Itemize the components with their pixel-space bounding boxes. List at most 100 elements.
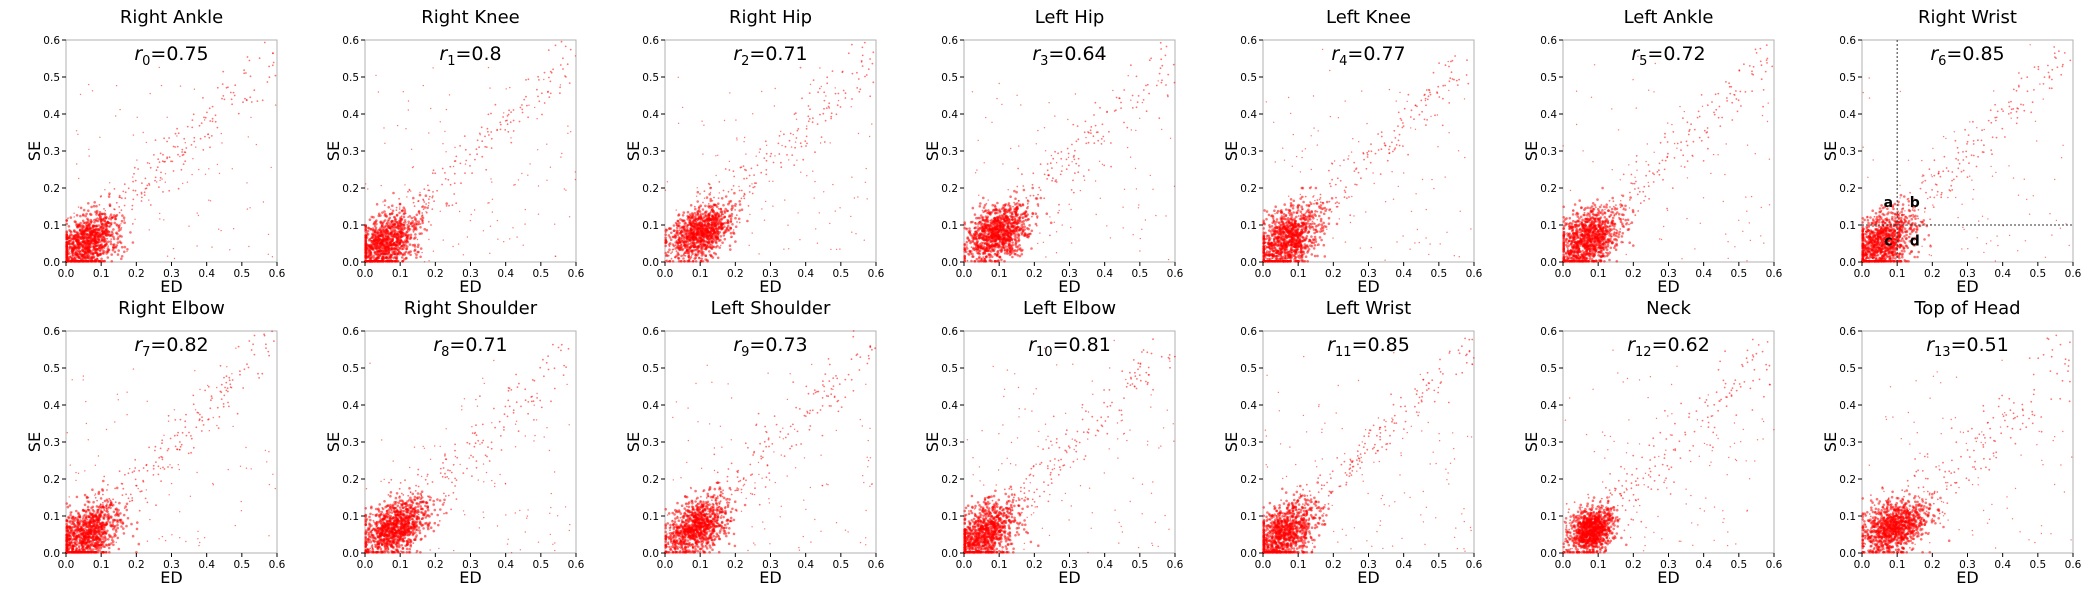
scatter-point (844, 97, 847, 99)
scatter-point (90, 232, 94, 236)
scatter-point (704, 248, 708, 251)
scatter-point (72, 230, 76, 233)
scatter-point (408, 189, 411, 191)
scatter-point (548, 96, 551, 98)
scatter-point (398, 241, 402, 245)
scatter-point (780, 130, 782, 133)
scatter-point (1010, 147, 1012, 150)
scatter-point (508, 109, 510, 112)
scatter-point (394, 260, 398, 263)
scatter-point (387, 241, 390, 244)
scatter-point (1037, 129, 1039, 132)
scatter-point (718, 192, 720, 194)
scatter-point (395, 213, 399, 217)
scatter-point (377, 260, 381, 263)
scatter-point (707, 217, 710, 221)
scatter-point (837, 92, 840, 95)
scatter-point (427, 202, 430, 204)
scatter-point (109, 240, 112, 243)
scatter-point (753, 174, 755, 177)
scatter-point (156, 181, 158, 183)
scatter-point (120, 223, 122, 225)
scatter-point (129, 231, 132, 234)
scatter-point (131, 208, 134, 211)
scatter-point (973, 213, 977, 216)
scatter-point (759, 148, 762, 151)
scatter-point (528, 104, 530, 106)
scatter-point (185, 147, 188, 149)
scatter-point (464, 148, 467, 151)
scatter-point (1139, 237, 1142, 240)
scatter-point (1118, 97, 1121, 99)
scatter-point (705, 244, 708, 247)
scatter-point (412, 196, 415, 200)
scatter-point (704, 220, 707, 224)
scatter-point (816, 242, 819, 244)
scatter-point (1072, 123, 1075, 126)
scatter-point (1031, 215, 1033, 218)
scatter-point (86, 218, 90, 222)
scatter-point (806, 125, 808, 127)
scatter-point (668, 236, 672, 239)
scatter-point (398, 231, 402, 234)
scatter-point (1022, 229, 1025, 232)
scatter-point (863, 41, 866, 44)
scatter-point (408, 228, 412, 231)
scatter-point (541, 92, 543, 95)
scatter-point (380, 252, 383, 255)
scatter-point (82, 208, 86, 212)
scatter-point (100, 222, 103, 225)
scatter-point (765, 144, 768, 146)
x-tick-label: 0.0 (357, 268, 374, 280)
scatter-point (246, 56, 249, 58)
scatter-point (67, 236, 71, 239)
scatter-point (118, 234, 122, 238)
scatter-point (102, 231, 105, 235)
scatter-point (701, 120, 703, 122)
scatter-point (1100, 143, 1103, 145)
scatter-point (156, 166, 159, 169)
scatter-point (1135, 106, 1138, 109)
scatter-point (507, 113, 510, 116)
scatter-point (682, 211, 686, 214)
scatter-point (682, 236, 686, 240)
scatter-point (103, 219, 107, 223)
scatter-point (399, 206, 401, 208)
scatter-point (392, 191, 395, 195)
scatter-point (1106, 225, 1108, 227)
scatter-point (724, 221, 727, 225)
scatter-point (196, 245, 198, 247)
scatter-point (225, 86, 228, 89)
scatter-point (1167, 258, 1170, 261)
scatter-point (851, 176, 853, 178)
scatter-point (444, 178, 447, 180)
scatter-point (81, 237, 85, 241)
scatter-point (65, 244, 68, 247)
scatter-point (797, 212, 799, 214)
scatter-point (465, 159, 468, 162)
scatter-point (968, 249, 971, 253)
scatter-point (736, 221, 738, 223)
scatter-point (1028, 235, 1030, 238)
scatter-point (164, 181, 166, 183)
scatter-point (132, 134, 135, 136)
scatter-point (565, 189, 567, 191)
scatter-point (96, 219, 100, 223)
scatter-point (701, 250, 705, 254)
scatter-point (70, 260, 73, 263)
scatter-point (509, 86, 511, 89)
scatter-point (503, 112, 505, 114)
scatter-point (521, 108, 524, 111)
scatter-point (524, 208, 526, 211)
scatter-point (820, 136, 823, 139)
scatter-point (208, 168, 210, 170)
scatter-point (673, 229, 676, 232)
scatter-point (731, 204, 734, 208)
scatter-point (738, 221, 741, 224)
scatter-point (778, 135, 781, 137)
scatter-point (445, 205, 448, 207)
x-tick-label: 0.5 (832, 268, 849, 280)
scatter-point (865, 167, 867, 170)
y-tick-label: 0.2 (43, 183, 60, 195)
scatter-point (723, 215, 726, 219)
